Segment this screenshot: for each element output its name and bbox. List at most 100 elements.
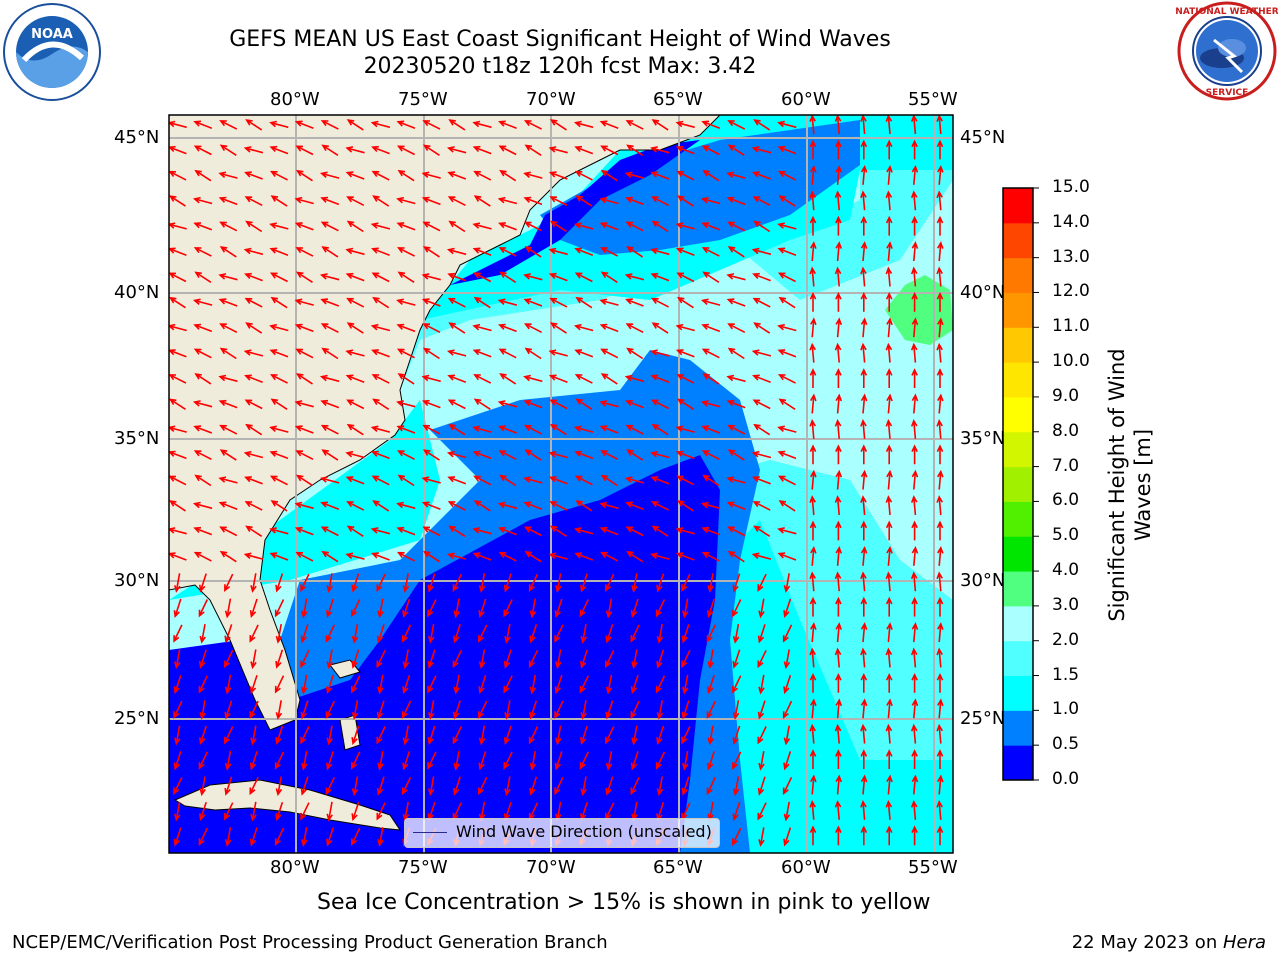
- wave-arrow: [936, 749, 944, 769]
- wave-arrow: [676, 272, 695, 283]
- wave-arrow: [886, 622, 893, 643]
- wave-arrow: [472, 349, 492, 358]
- wave-arrow: [910, 647, 918, 668]
- wave-arrow: [778, 500, 796, 512]
- wave-arrow: [885, 647, 893, 668]
- wave-arrow: [625, 120, 644, 130]
- wave-arrow: [752, 374, 771, 383]
- wave-arrow: [295, 247, 314, 257]
- wave-arrow: [528, 726, 539, 745]
- wave-arrow: [174, 725, 181, 746]
- wave-arrow: [472, 323, 492, 332]
- wave-arrow: [428, 776, 435, 797]
- wave-arrow: [650, 552, 670, 560]
- colorbar-tick-label: 14.0: [1052, 211, 1090, 232]
- lon-tick-top: 80°W: [270, 89, 320, 110]
- wave-arrow: [351, 725, 360, 745]
- wave-arrow: [752, 171, 771, 180]
- wave-arrow: [345, 272, 365, 282]
- wave-arrow: [351, 599, 361, 618]
- wave-arrow: [421, 273, 441, 281]
- wave-arrow: [599, 501, 619, 510]
- wave-arrow: [727, 449, 745, 461]
- wave-arrow: [244, 399, 263, 410]
- wave-arrow: [860, 317, 868, 338]
- wave-arrow: [402, 751, 411, 771]
- wave-arrow: [503, 573, 512, 593]
- wave-arrow: [727, 323, 746, 334]
- wave-arrow: [675, 247, 695, 256]
- wave-arrow: [447, 297, 466, 308]
- wave-arrow: [554, 700, 564, 719]
- wave-arrow: [681, 649, 691, 669]
- wave-arrow: [727, 550, 745, 563]
- wave-arrow: [218, 501, 238, 510]
- wave-arrow: [243, 349, 264, 357]
- wave-arrow: [656, 623, 664, 644]
- wave-arrow: [681, 700, 690, 720]
- wave-arrow: [199, 649, 207, 669]
- wave-arrow: [422, 246, 440, 258]
- wave-arrow: [198, 827, 209, 846]
- wave-arrow: [777, 527, 797, 535]
- legend-label: Wind Wave Direction (unscaled): [456, 822, 712, 841]
- wave-arrow: [427, 649, 436, 669]
- wave-arrow: [809, 571, 816, 592]
- wave-arrow: [936, 495, 943, 516]
- colorbar-tick-label: 5.0: [1052, 525, 1080, 546]
- wave-arrow: [270, 500, 288, 512]
- wave-arrow: [421, 171, 441, 179]
- wave-arrow: [396, 247, 415, 257]
- wave-arrow: [726, 374, 746, 383]
- wave-arrow: [371, 349, 390, 358]
- wave-arrow: [275, 649, 284, 669]
- wave-arrow: [835, 164, 843, 185]
- wave-arrow: [834, 723, 842, 744]
- wave-arrow: [345, 171, 365, 180]
- wave-arrow: [574, 349, 594, 358]
- wave-arrow: [370, 222, 391, 230]
- wave-arrow: [810, 698, 817, 719]
- wave-arrow: [707, 649, 714, 670]
- wave-arrow: [377, 827, 384, 847]
- wave-arrow: [396, 196, 416, 205]
- wave-arrow: [294, 501, 314, 510]
- wave-arrow: [910, 342, 918, 363]
- wave-arrow: [473, 500, 491, 512]
- wave-arrow: [549, 119, 567, 131]
- wave-arrow: [936, 647, 943, 668]
- wave-arrow: [573, 120, 594, 129]
- wave-arrow: [174, 573, 181, 593]
- wave-arrow: [396, 348, 415, 359]
- wave-arrow: [219, 120, 238, 130]
- wave-arrow: [835, 469, 843, 490]
- wave-arrow: [503, 751, 513, 770]
- wave-arrow: [396, 425, 416, 434]
- wave-arrow: [326, 649, 333, 670]
- wave-arrow: [835, 393, 843, 414]
- ocean-field-1-0m-se: [720, 520, 953, 853]
- wave-arrow: [372, 398, 390, 410]
- wave-arrow: [732, 827, 742, 846]
- wave-arrow: [885, 139, 893, 160]
- wave-arrow: [676, 296, 694, 309]
- wave-arrow: [295, 145, 314, 156]
- wave-arrow: [396, 501, 416, 510]
- wave-arrow: [777, 349, 797, 358]
- wave-arrow: [523, 374, 543, 383]
- wave-arrow: [447, 399, 466, 410]
- wave-arrow: [275, 776, 283, 797]
- wave-arrow: [911, 368, 918, 388]
- wave-arrow: [523, 476, 543, 484]
- wave-arrow: [370, 120, 391, 129]
- wave-arrow: [326, 751, 334, 771]
- wave-arrow: [270, 296, 288, 309]
- wave-arrow: [275, 573, 284, 593]
- wave-arrow: [269, 323, 289, 332]
- wave-arrow: [224, 776, 233, 796]
- svg-text:NATIONAL WEATHER: NATIONAL WEATHER: [1176, 7, 1278, 17]
- wave-arrow: [630, 598, 639, 618]
- colorbar-tick-label: 6.0: [1052, 490, 1080, 511]
- wave-arrow: [835, 545, 843, 566]
- wave-arrow: [346, 297, 365, 308]
